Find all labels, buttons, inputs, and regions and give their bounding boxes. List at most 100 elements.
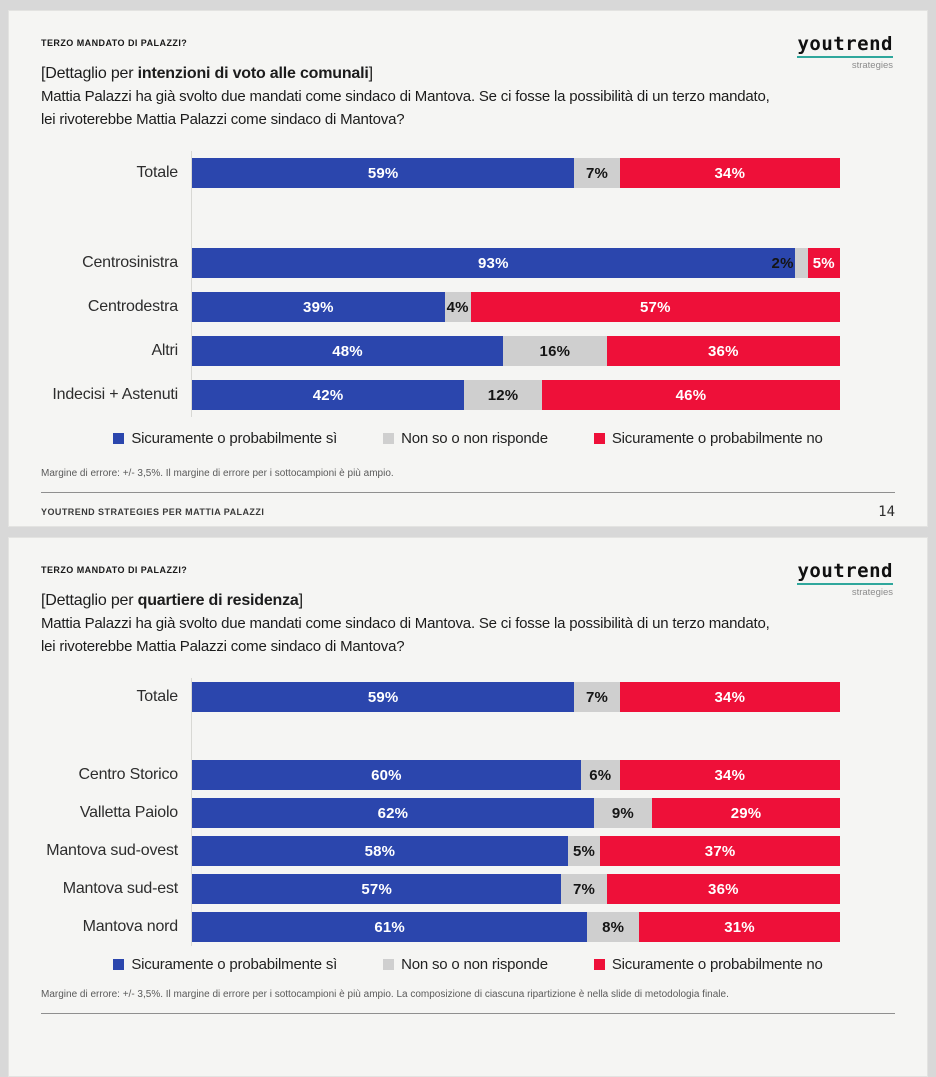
chart-row: Centro Storico 60% 6% 34% (41, 756, 840, 794)
bar-segment: 2% (772, 248, 808, 278)
legend-swatch (383, 959, 395, 970)
bar-cell: 61% 8% 31% (191, 908, 840, 946)
chart-row: Centrosinistra 93% 2% 5% (41, 241, 840, 285)
legend-item: Non so o non risponde (383, 430, 548, 447)
chart-spacer-row (41, 716, 840, 756)
bar-cell: 93% 2% 5% (191, 241, 840, 285)
chart-legend: Sicuramente o probabilmente sì Non so o n… (41, 956, 895, 973)
slide-title-prefix: [Dettaglio per (41, 592, 138, 609)
bar-segment: 34% (619, 158, 840, 188)
segment-value: 36% (708, 342, 739, 360)
footer-divider (41, 1013, 895, 1014)
bar-segment: 6% (580, 760, 620, 790)
bar-segment: 48% (192, 336, 504, 366)
legend-swatch (383, 433, 395, 444)
spacer-cell (191, 716, 840, 756)
slide-intenzioni-di-voto: TERZO MANDATO DI PALAZZI? youtrend strat… (8, 10, 928, 527)
bar-segment: 46% (541, 380, 840, 410)
stacked-bar: 59% 7% 34% (192, 682, 840, 712)
bar-segment: 57% (192, 874, 562, 904)
chart-row: Indecisi + Astenuti 42% 12% 46% (41, 373, 840, 417)
segment-value: 62% (377, 804, 409, 822)
segment-value: 36% (708, 880, 739, 898)
stacked-bar: 60% 6% 34% (192, 760, 840, 790)
segment-value: 6% (589, 766, 612, 784)
footer-divider (41, 492, 895, 493)
survey-question-line-2: lei rivoterebbe Mattia Palazzi come sind… (41, 637, 405, 655)
survey-question-line-2: lei rivoterebbe Mattia Palazzi come sind… (41, 110, 405, 128)
margin-of-error-note: Margine di errore: +/- 3,5%. Il margine … (41, 989, 729, 1000)
segment-value: 57% (639, 298, 671, 316)
segment-value: 29% (730, 804, 762, 822)
stacked-bar: 58% 5% 37% (192, 836, 840, 866)
segment-value: 34% (714, 766, 746, 784)
youtrend-logo-subtitle: strategies (851, 587, 893, 598)
legend-label: Sicuramente o probabilmente no (611, 430, 823, 447)
legend-item: Sicuramente o probabilmente no (593, 956, 823, 973)
segment-value: 34% (714, 688, 746, 706)
bar-segment: 9% (593, 798, 653, 828)
stacked-bar: 57% 7% 36% (192, 874, 840, 904)
bar-cell: 59% 7% 34% (191, 151, 840, 195)
youtrend-logo-subtitle: strategies (851, 60, 893, 71)
stacked-bar-chart-quartiere: Totale 59% 7% 34% Centro Storico 60% 6% 34% Vall… (41, 678, 895, 946)
bar-segment: 62% (192, 798, 594, 828)
footer-credit: YOUTREND STRATEGIES PER MATTIA PALAZZI (41, 507, 265, 517)
category-label: Mantova sud-est (62, 880, 178, 897)
bar-segment: 7% (561, 874, 607, 904)
spacer-cell (191, 195, 840, 241)
legend-label: Non so o non risponde (401, 956, 548, 973)
slide-title-suffix: ] (368, 65, 373, 82)
bar-segment: 12% (464, 380, 542, 410)
stacked-bar: 39% 4% 57% (192, 292, 840, 322)
stacked-bar: 62% 9% 29% (192, 798, 840, 828)
chart-row: Mantova nord 61% 8% 31% (41, 908, 840, 946)
legend-label: Non so o non risponde (401, 430, 548, 447)
bar-segment: 39% (192, 292, 445, 322)
category-label: Totale (136, 164, 179, 181)
bar-segment: 4% (444, 292, 471, 322)
legend-swatch (593, 433, 605, 444)
chart-row: Altri 48% 16% 36% (41, 329, 840, 373)
chart-row: Totale 59% 7% 34% (41, 151, 840, 195)
stacked-bar-chart-voto: Totale 59% 7% 34% Centrosinistra 93% 2% 5% Centr… (41, 151, 895, 417)
category-label: Centrosinistra (82, 254, 178, 271)
bar-segment: 36% (606, 874, 840, 904)
bar-segment: 60% (192, 760, 581, 790)
segment-value: 61% (374, 918, 405, 936)
legend-swatch (113, 959, 125, 970)
segment-value: 59% (367, 164, 399, 182)
survey-question-line-1: Mattia Palazzi ha già svolto due mandati… (41, 88, 770, 105)
bar-segment: 57% (470, 292, 840, 322)
youtrend-logo: youtrend strategies (797, 35, 893, 71)
bar-segment: 34% (619, 682, 840, 712)
slide-kicker: TERZO MANDATO DI PALAZZI? (41, 38, 188, 48)
bar-segment: 7% (574, 682, 620, 712)
legend-swatch (593, 959, 605, 970)
stacked-bar: 61% 8% 31% (192, 912, 840, 942)
bar-cell: 59% 7% 34% (191, 678, 840, 716)
segment-value: 12% (487, 386, 519, 404)
bar-segment: 61% (192, 912, 588, 942)
bar-segment: 42% (192, 380, 465, 410)
legend-item: Sicuramente o probabilmente no (593, 430, 823, 447)
legend-item: Sicuramente o probabilmente sì (113, 956, 337, 973)
bar-cell: 60% 6% 34% (191, 756, 840, 794)
chart-row: Mantova sud-est 57% 7% 36% (41, 870, 840, 908)
category-label: Centrodestra (87, 298, 178, 315)
segment-value: 57% (361, 880, 392, 898)
segment-value: 59% (367, 688, 399, 706)
bar-segment: 29% (652, 798, 840, 828)
survey-question-line-1: Mattia Palazzi ha già svolto due mandati… (41, 615, 770, 632)
segment-value: 7% (585, 164, 609, 182)
slide-quartiere-di-residenza: TERZO MANDATO DI PALAZZI? youtrend strat… (8, 537, 928, 1077)
segment-value: 37% (704, 842, 736, 860)
slide-kicker: TERZO MANDATO DI PALAZZI? (41, 565, 188, 575)
chart-row: Mantova sud-ovest 58% 5% 37% (41, 832, 840, 870)
chart-row: Valletta Paiolo 62% 9% 29% (41, 794, 840, 832)
survey-question: Mattia Palazzi ha già svolto due mandati… (41, 86, 895, 131)
segment-value: 34% (714, 164, 746, 182)
slide-title-bold: quartiere di residenza (137, 592, 299, 609)
bar-segment: 16% (503, 336, 607, 366)
segment-value: 9% (611, 804, 634, 822)
